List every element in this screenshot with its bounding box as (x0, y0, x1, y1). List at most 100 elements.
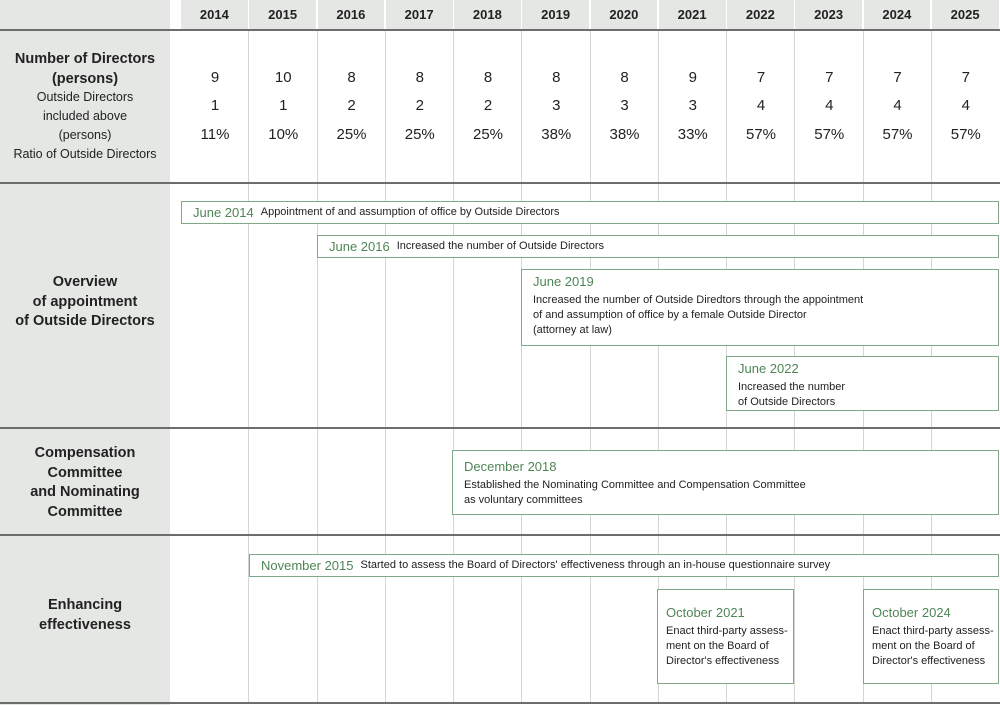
cell-value: 25% (336, 126, 367, 143)
event-box: October 2021 Enact third-party assess-men… (657, 589, 794, 684)
section-label: Compensation Committee and Nominating Commi… (0, 444, 170, 522)
cell-value: 7 (756, 69, 766, 86)
event-date: December 2018 (464, 459, 557, 474)
text-line: of and assumption of office by a female … (533, 309, 807, 321)
cell-value: 3 (552, 97, 561, 114)
cell-value: 38% (609, 126, 640, 143)
event-date: October 2024 (872, 605, 951, 620)
cell-value: 25% (472, 126, 504, 143)
event-text: Enact third-party assess-ment on the Boa… (666, 624, 793, 669)
text-line: ment on the Board of (666, 640, 769, 652)
label-line: Outside Directors (36, 90, 134, 104)
label-line: Committee (47, 464, 123, 481)
event-text: Increased the number of Outside Diredtor… (533, 293, 998, 338)
text-line: Enact third-party assess- (872, 625, 994, 637)
cell-value: 8 (620, 69, 629, 86)
cell-value: 8 (483, 69, 493, 86)
section-label: Enhancing effectiveness (0, 596, 170, 635)
cell-value: 8 (415, 69, 424, 86)
column-line (453, 30, 454, 703)
label-line: and Nominating (30, 484, 140, 500)
cell-value: 8 (552, 69, 561, 86)
year-header: 2017 (385, 0, 453, 29)
column-line (248, 30, 250, 703)
text-line: Director's effectiveness (666, 655, 780, 667)
cell-value: 4 (756, 97, 766, 114)
row-line (0, 534, 1000, 536)
event-text: Increased the number of Outside Director… (397, 239, 604, 254)
section-label: Overview of appointment of Outside Directo… (0, 273, 170, 332)
cell-value: 38% (541, 126, 572, 143)
year-header: 2018 (454, 0, 521, 29)
event-date: October 2021 (666, 605, 745, 620)
event-date: June 2019 (533, 274, 594, 289)
cell-value: 4 (825, 97, 834, 114)
cell-value: 7 (961, 69, 970, 86)
cell-value: 25% (404, 126, 435, 143)
event-date: June 2016 (329, 239, 390, 254)
year-header: 2023 (795, 0, 862, 29)
row-labels: Outside Directors included above (persons)… (0, 88, 170, 164)
cell-value: 7 (893, 69, 902, 86)
cell-value: 1 (210, 97, 220, 114)
cell-value: 57% (745, 126, 777, 143)
column-line (589, 30, 591, 703)
event-text: Established the Nominating Committee and… (464, 478, 998, 508)
year-header: 2025 (931, 0, 999, 29)
year-header: 2021 (658, 0, 726, 29)
cell-value: 2 (347, 97, 356, 114)
label-line: Compensation (34, 445, 136, 461)
event-box: June 2022 Increased the number of Outside … (726, 356, 999, 411)
event-box: December 2018 Established the Nominating … (452, 450, 999, 515)
row-line (0, 29, 1000, 31)
cell-value: 57% (882, 126, 913, 143)
cell-value: 8 (347, 69, 356, 86)
event-text: Appointment of and assumption of office … (261, 205, 560, 220)
event-date: November 2015 (261, 558, 354, 573)
cell-value: 3 (620, 97, 629, 114)
year-header: 2014 (181, 0, 248, 29)
label-line: Enhancing (47, 597, 123, 613)
event-box: November 2015 Started to assess the Board… (249, 554, 999, 577)
text-line: Appointment of and assumption of office … (260, 206, 560, 218)
label-line: Number of Directors (14, 51, 156, 67)
event-box: June 2019 Increased the number of Outside… (521, 269, 999, 346)
cell-value: 9 (688, 69, 697, 86)
year-header: 2016 (317, 0, 385, 29)
row-line (0, 182, 1000, 184)
label-line: (persons) (58, 128, 112, 142)
label-line: of appointment (32, 293, 138, 310)
event-text: Started to assess the Board of Directors… (361, 558, 831, 573)
row-line (0, 427, 1000, 429)
year-header: 2020 (590, 0, 658, 29)
text-line: (attorney at law) (533, 324, 612, 336)
text-line: Director's effectiveness (872, 655, 986, 667)
cell-value: 10 (274, 69, 292, 86)
text-line: Increased the number of Outside Director… (396, 240, 604, 252)
year-header: 2022 (727, 0, 794, 29)
event-date: June 2014 (193, 205, 254, 220)
label-line: effectiveness (39, 616, 131, 633)
cell-value: 4 (961, 97, 970, 114)
event-text: Enact third-party assess-ment on the Boa… (872, 624, 998, 669)
cell-value: 7 (825, 69, 834, 86)
label-line: Committee (47, 503, 123, 520)
cell-value: 4 (893, 97, 902, 114)
text-line: Established the Nominating Committee and… (464, 479, 806, 491)
event-text: Increased the number of Outside Directors (738, 380, 998, 410)
cell-value: 57% (950, 126, 981, 143)
event-box: June 2014 Appointment of and assumption o… (181, 201, 999, 224)
year-header: 2019 (522, 0, 589, 29)
column-line (316, 30, 318, 703)
text-line: of Outside Directors (738, 396, 836, 408)
label-line: Ratio of Outside Directors (13, 147, 157, 161)
section-label: Number of Directors (persons) (0, 50, 170, 89)
cell-value: 2 (415, 97, 424, 114)
cell-value: 3 (688, 97, 697, 114)
cell-value: 33% (677, 126, 708, 143)
label-line: included above (42, 109, 128, 123)
column-line (384, 30, 386, 703)
text-line: ment on the Board of (872, 640, 975, 652)
column-line (657, 30, 659, 703)
